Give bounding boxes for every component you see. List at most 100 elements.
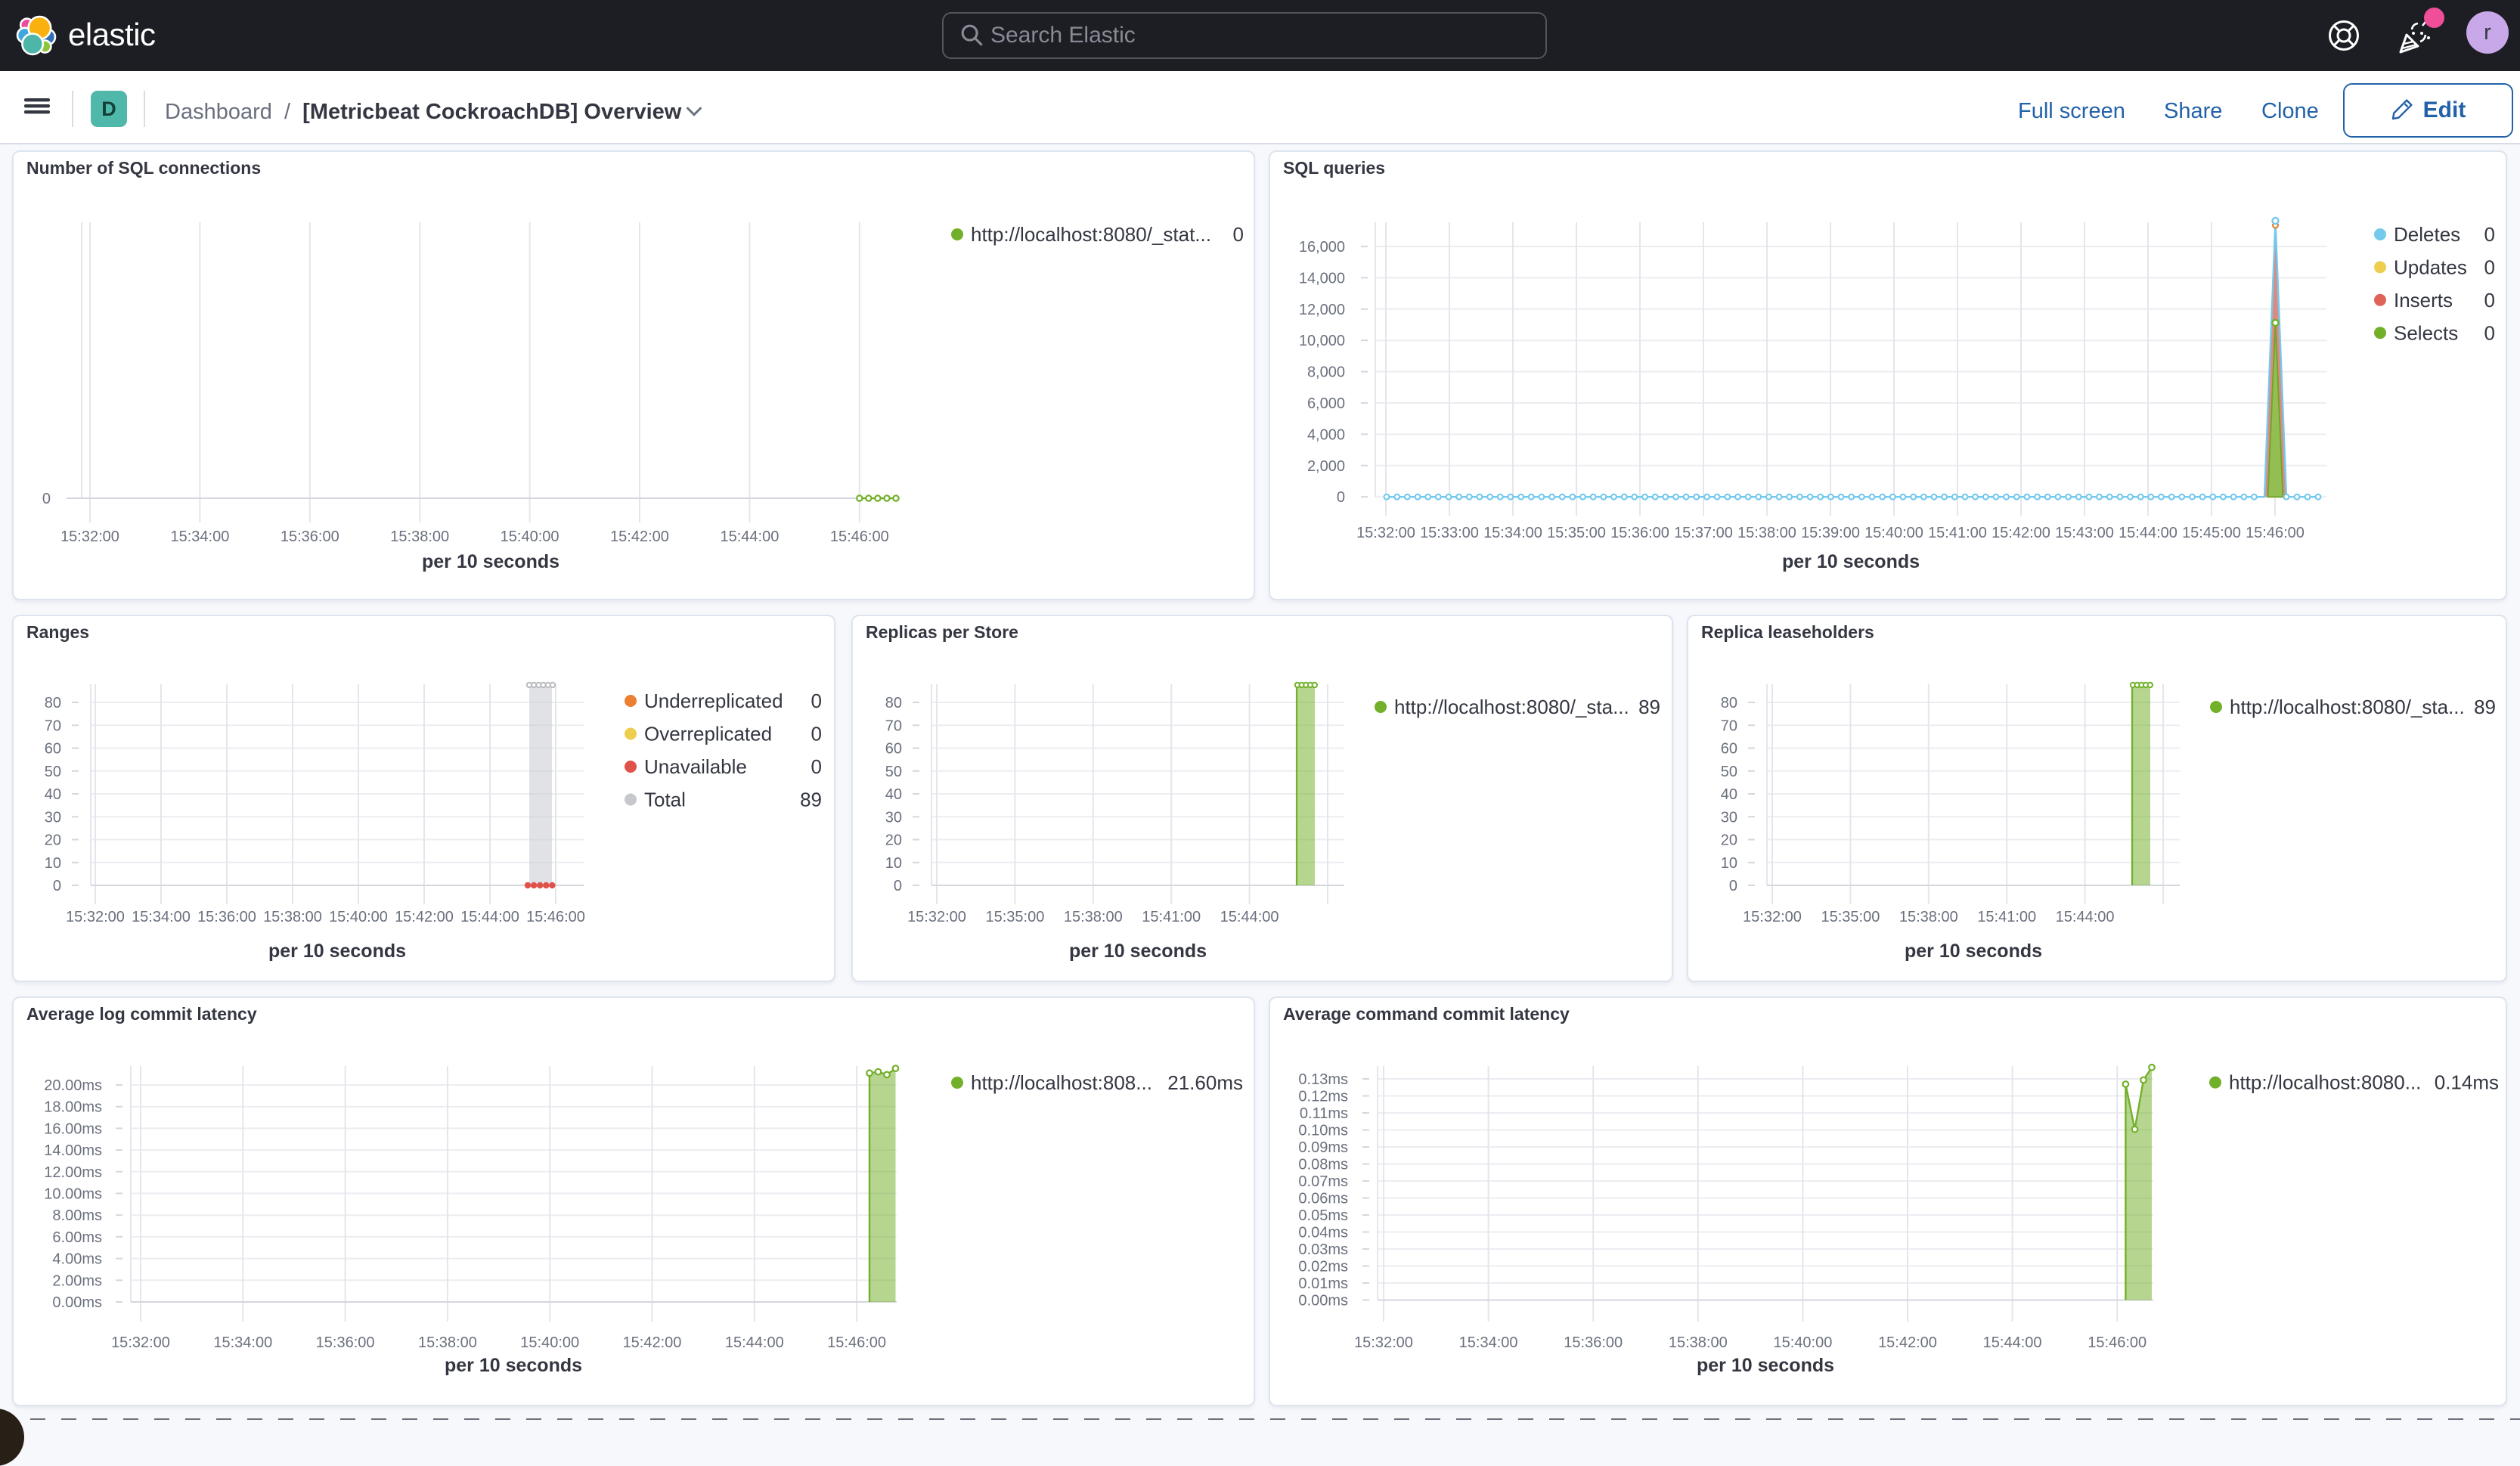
svg-text:SQL queries: SQL queries (1283, 158, 1385, 178)
svg-text:15:32:00: 15:32:00 (60, 528, 119, 545)
svg-text:70: 70 (1721, 718, 1737, 734)
svg-text:15:35:00: 15:35:00 (1821, 909, 1880, 925)
svg-text:15:38:00: 15:38:00 (1899, 909, 1958, 925)
svg-text:Replicas per Store: Replicas per Store (866, 622, 1018, 642)
svg-text:0: 0 (2484, 289, 2495, 311)
svg-text:http://localhost:8080/_sta...: http://localhost:8080/_sta... (2230, 696, 2465, 718)
svg-text:Deletes: Deletes (2394, 223, 2460, 246)
svg-text:0: 0 (811, 755, 822, 778)
svg-text:4.00ms: 4.00ms (52, 1251, 102, 1268)
svg-text:14,000: 14,000 (1299, 270, 1345, 287)
svg-text:0: 0 (894, 878, 902, 894)
svg-text:15:34:00: 15:34:00 (132, 909, 191, 925)
svg-text:15:38:00: 15:38:00 (1737, 525, 1796, 541)
svg-text:15:44:00: 15:44:00 (2119, 525, 2177, 541)
svg-text:15:42:00: 15:42:00 (1878, 1334, 1937, 1351)
svg-text:0: 0 (1729, 878, 1737, 894)
svg-text:15:36:00: 15:36:00 (281, 528, 339, 545)
svg-text:50: 50 (1721, 764, 1737, 780)
svg-text:per 10 seconds: per 10 seconds (1697, 1355, 1834, 1376)
svg-text:8,000: 8,000 (1307, 364, 1345, 381)
svg-text:40: 40 (1721, 786, 1737, 803)
svg-text:50: 50 (45, 764, 61, 780)
svg-text:14.00ms: 14.00ms (44, 1142, 102, 1159)
svg-text:20: 20 (1721, 832, 1737, 849)
svg-text:15:36:00: 15:36:00 (316, 1334, 375, 1351)
svg-text:10,000: 10,000 (1299, 333, 1345, 349)
svg-text:0.11ms: 0.11ms (1300, 1105, 1348, 1122)
svg-text:10: 10 (1721, 855, 1737, 872)
svg-text:6,000: 6,000 (1307, 395, 1345, 412)
svg-text:15:34:00: 15:34:00 (170, 528, 229, 545)
svg-text:0.10ms: 0.10ms (1298, 1123, 1348, 1139)
svg-text:15:44:00: 15:44:00 (1983, 1334, 2042, 1351)
svg-text:2.00ms: 2.00ms (52, 1272, 102, 1289)
svg-text:Average command commit latency: Average command commit latency (1283, 1004, 1570, 1024)
svg-text:http://localhost:8080/_sta...: http://localhost:8080/_sta... (1394, 696, 1629, 718)
svg-text:15:32:00: 15:32:00 (111, 1334, 170, 1351)
svg-text:15:46:00: 15:46:00 (2246, 525, 2305, 541)
svg-text:0: 0 (811, 723, 822, 745)
svg-text:15:45:00: 15:45:00 (2182, 525, 2241, 541)
svg-text:Underreplicated: Underreplicated (644, 690, 783, 712)
svg-text:18.00ms: 18.00ms (44, 1099, 102, 1116)
svg-text:15:43:00: 15:43:00 (2055, 525, 2114, 541)
svg-text:15:32:00: 15:32:00 (1356, 525, 1415, 541)
svg-text:10: 10 (45, 855, 61, 872)
svg-text:15:44:00: 15:44:00 (2056, 909, 2115, 925)
svg-text:30: 30 (885, 809, 902, 826)
svg-text:15:36:00: 15:36:00 (1564, 1334, 1623, 1351)
svg-text:15:34:00: 15:34:00 (1459, 1334, 1518, 1351)
svg-text:Replica leaseholders: Replica leaseholders (1701, 622, 1874, 642)
svg-text:30: 30 (1721, 809, 1737, 826)
svg-text:20: 20 (885, 832, 902, 849)
svg-text:89: 89 (2474, 696, 2496, 718)
svg-text:Selects: Selects (2394, 321, 2458, 344)
svg-text:Ranges: Ranges (26, 622, 89, 642)
svg-text:0.13ms: 0.13ms (1298, 1071, 1348, 1088)
svg-text:0.02ms: 0.02ms (1298, 1259, 1348, 1275)
svg-text:80: 80 (45, 695, 61, 711)
svg-text:15:32:00: 15:32:00 (1354, 1334, 1413, 1351)
svg-text:15:42:00: 15:42:00 (1992, 525, 2050, 541)
svg-text:15:42:00: 15:42:00 (623, 1334, 682, 1351)
svg-text:20.00ms: 20.00ms (44, 1077, 102, 1094)
svg-text:Inserts: Inserts (2394, 289, 2453, 311)
svg-text:0.07ms: 0.07ms (1298, 1173, 1348, 1190)
svg-text:30: 30 (45, 809, 61, 826)
svg-text:15:44:00: 15:44:00 (720, 528, 779, 545)
svg-text:15:34:00: 15:34:00 (213, 1334, 272, 1351)
svg-text:15:35:00: 15:35:00 (985, 909, 1044, 925)
svg-text:60: 60 (45, 741, 61, 758)
svg-text:0.03ms: 0.03ms (1298, 1241, 1348, 1258)
svg-text:0: 0 (2484, 256, 2495, 279)
svg-text:0.05ms: 0.05ms (1298, 1207, 1348, 1224)
svg-text:per 10 seconds: per 10 seconds (1905, 941, 2042, 962)
svg-text:Overreplicated: Overreplicated (644, 723, 772, 745)
svg-text:0.14ms: 0.14ms (2435, 1071, 2499, 1094)
svg-text:15:36:00: 15:36:00 (1610, 525, 1669, 541)
svg-text:15:35:00: 15:35:00 (1547, 525, 1606, 541)
svg-text:http://localhost:808...: http://localhost:808... (971, 1071, 1152, 1094)
svg-text:0.06ms: 0.06ms (1298, 1191, 1348, 1207)
svg-text:50: 50 (885, 764, 902, 780)
svg-text:0: 0 (2484, 321, 2495, 344)
svg-text:15:46:00: 15:46:00 (830, 528, 889, 545)
svg-text:Unavailable: Unavailable (644, 755, 747, 778)
svg-text:per 10 seconds: per 10 seconds (445, 1355, 582, 1376)
svg-text:0: 0 (1337, 489, 1345, 506)
svg-text:15:40:00: 15:40:00 (501, 528, 559, 545)
svg-text:15:38:00: 15:38:00 (1669, 1334, 1728, 1351)
svg-text:10: 10 (885, 855, 902, 872)
svg-text:60: 60 (885, 741, 902, 758)
svg-text:80: 80 (885, 695, 902, 711)
svg-text:Total: Total (644, 789, 686, 811)
svg-text:per 10 seconds: per 10 seconds (1069, 941, 1207, 962)
svg-text:70: 70 (45, 718, 61, 734)
svg-text:12,000: 12,000 (1299, 302, 1345, 318)
svg-text:0: 0 (53, 878, 61, 894)
svg-text:15:44:00: 15:44:00 (460, 909, 519, 925)
svg-text:4,000: 4,000 (1307, 426, 1345, 443)
svg-text:40: 40 (885, 786, 902, 803)
svg-text:15:37:00: 15:37:00 (1674, 525, 1733, 541)
